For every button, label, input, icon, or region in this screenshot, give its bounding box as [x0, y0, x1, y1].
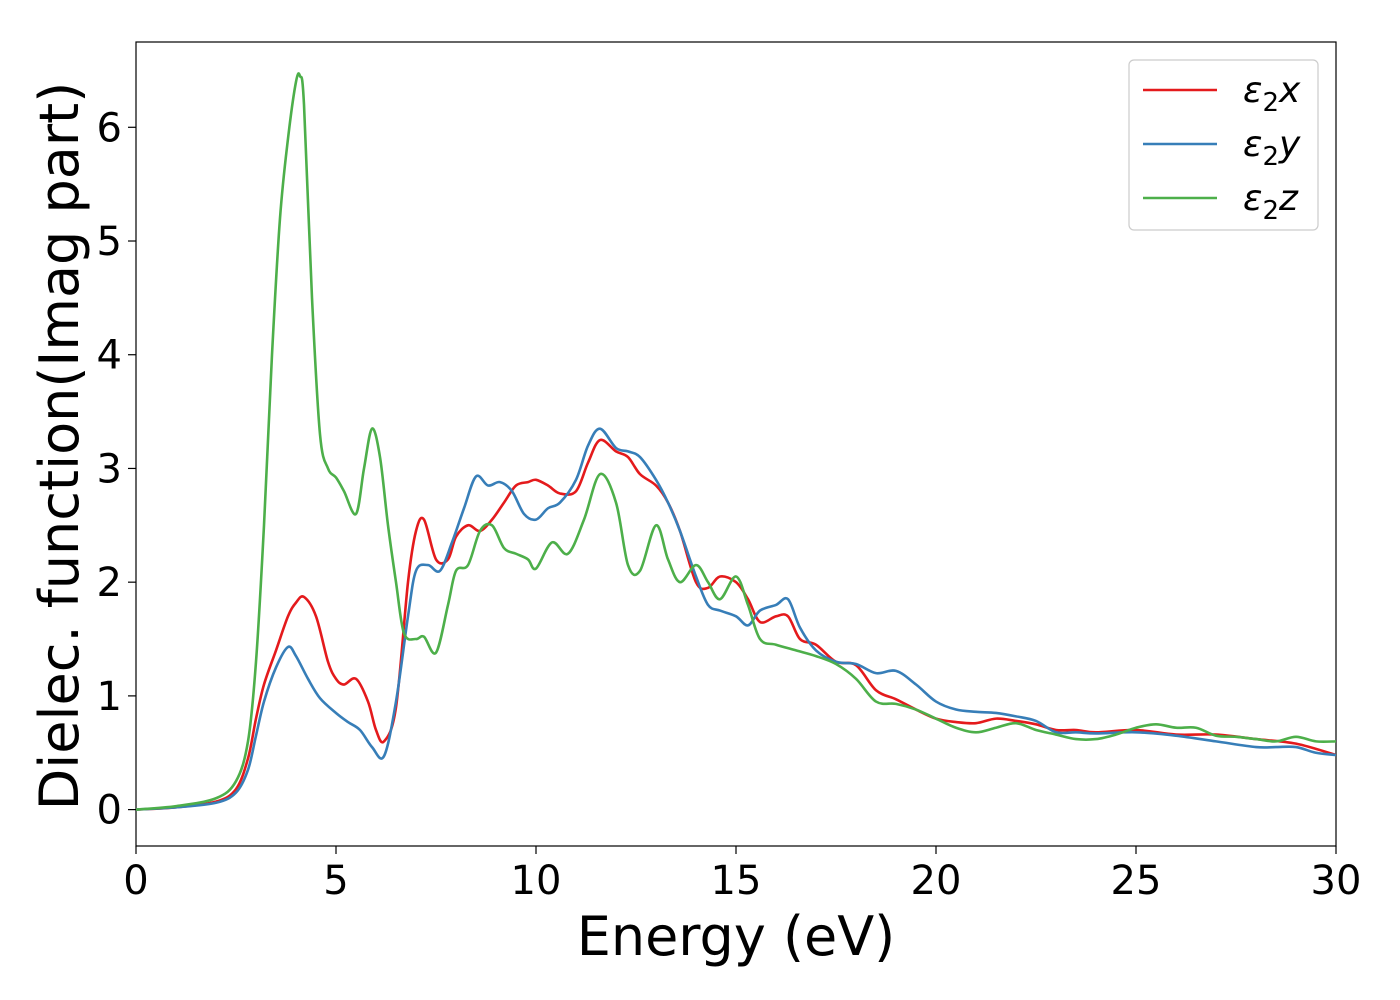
- x-tick-label: 15: [711, 858, 762, 904]
- y-tick-label: 6: [97, 105, 122, 151]
- legend: ε2x ε2y ε2z: [1128, 59, 1319, 231]
- y-tick-label: 1: [97, 674, 122, 720]
- series-line-z: [136, 72, 1336, 811]
- x-tick-label: 25: [1111, 858, 1162, 904]
- y-tick-label: 5: [97, 219, 122, 265]
- x-tick-label: 30: [1311, 858, 1362, 904]
- x-tick-label: 20: [911, 858, 962, 904]
- legend-label-x: ε2x: [1243, 70, 1301, 118]
- y-tick-label: 4: [97, 333, 122, 379]
- legend-label-y: ε2y: [1243, 124, 1301, 172]
- x-tick-label: 0: [123, 858, 148, 904]
- y-axis: 0 1 2 3 4 5 6: [97, 105, 136, 834]
- series-line-x: [136, 438, 1336, 811]
- y-tick-label: 3: [97, 446, 122, 492]
- legend-box: [1128, 59, 1319, 231]
- y-tick-label: 2: [97, 560, 122, 606]
- x-tick-label: 5: [323, 858, 348, 904]
- series-layer: [136, 72, 1336, 811]
- x-axis-title: Energy (eV): [577, 905, 896, 968]
- x-axis: 0 5 10 15 20 25 30: [123, 846, 1361, 904]
- series-line-y: [136, 427, 1336, 811]
- y-axis-title: Dielec. function(Imag part): [28, 82, 91, 811]
- x-tick-label: 10: [511, 858, 562, 904]
- legend-label-z: ε2z: [1243, 178, 1299, 226]
- y-tick-label: 0: [97, 788, 122, 834]
